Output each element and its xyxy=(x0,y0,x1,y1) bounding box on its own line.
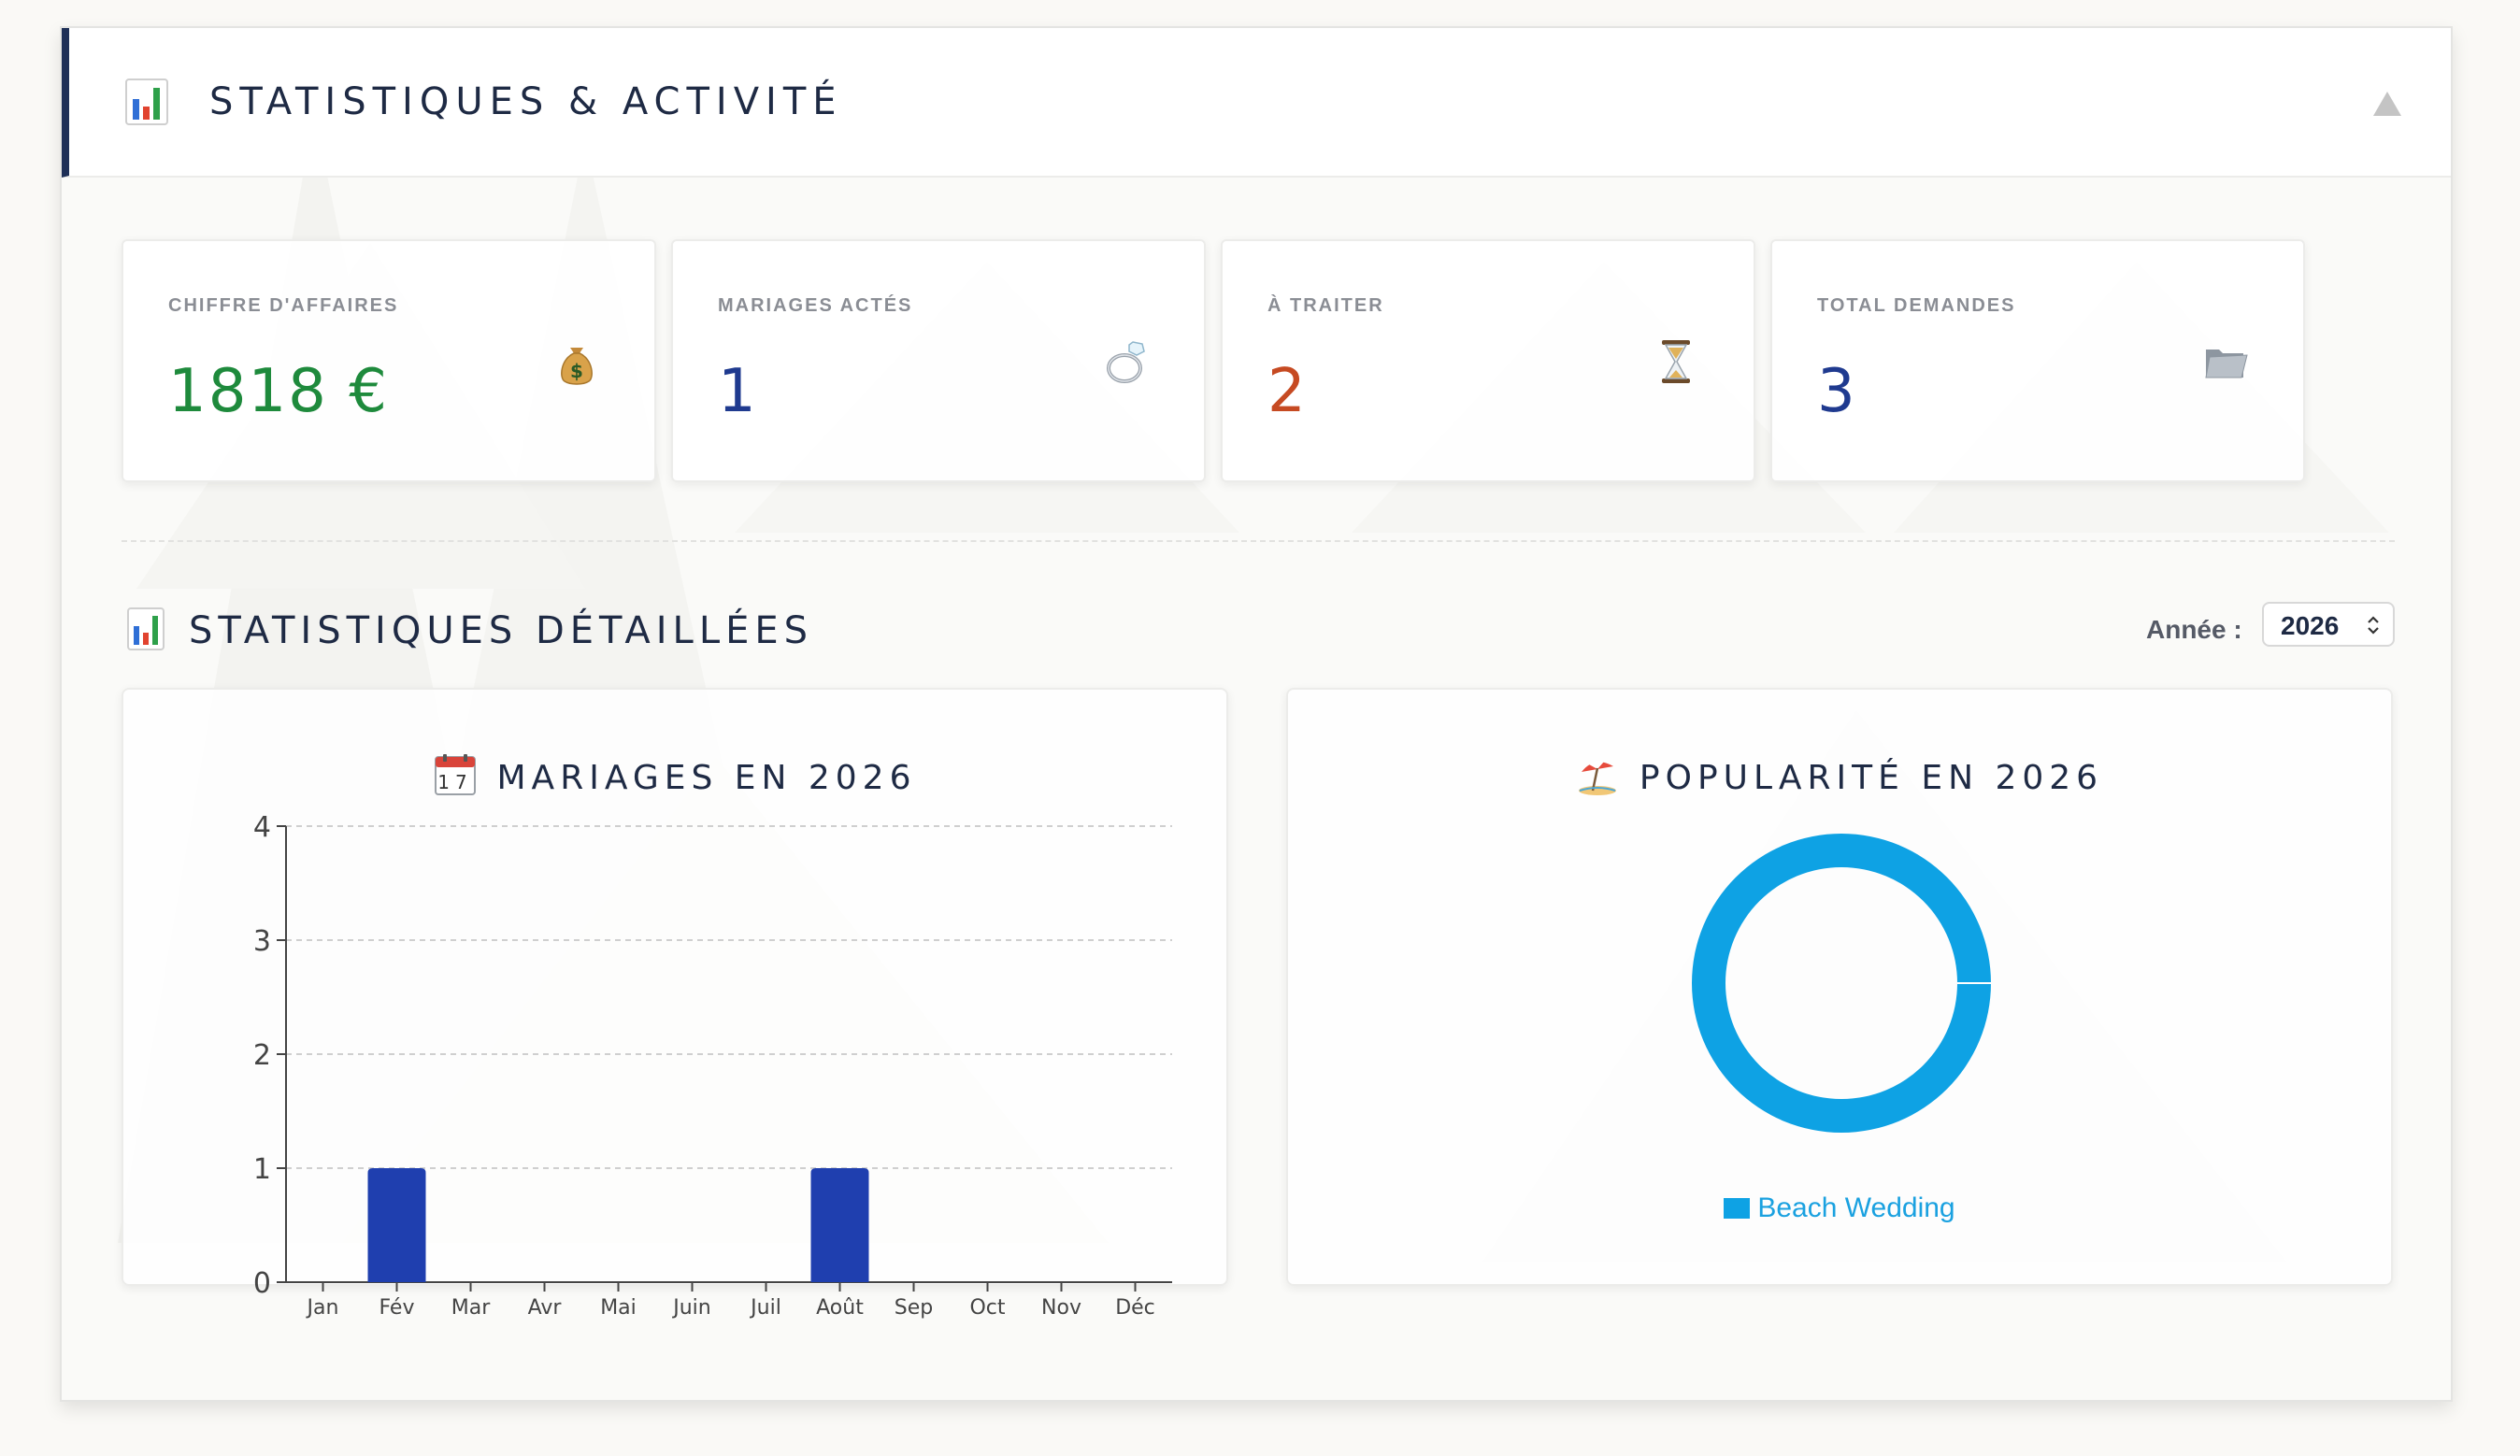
x-tick-label: Sep xyxy=(895,1296,933,1320)
y-tick-label: 3 xyxy=(253,925,271,958)
chevron-updown-icon xyxy=(2368,616,2379,635)
bar-chart-card: 17 MARIAGES EN 2026 0 1 2 3 4 Jan Fév Mar Avr Mai… xyxy=(122,688,1228,1320)
section-divider xyxy=(122,540,2395,542)
x-tick-label: Mai xyxy=(600,1296,637,1320)
panel-title: STATISTIQUES & ACTIVITÉ xyxy=(209,80,843,123)
kpi-label: TOTAL DEMANDES xyxy=(1817,295,2016,316)
hourglass-icon xyxy=(1662,340,1690,383)
x-tick-label: Août xyxy=(816,1296,864,1320)
donut-chart-card: POPULARITÉ EN 2026 Beach Wedding xyxy=(1286,688,2393,1286)
y-tick-label: 0 xyxy=(253,1267,271,1300)
x-tick-label: Déc xyxy=(1115,1296,1155,1320)
year-select[interactable]: 2026 xyxy=(2262,602,2395,647)
kpi-label: À TRAITER xyxy=(1267,295,1384,316)
svg-text:17: 17 xyxy=(437,771,472,793)
kpi-value: 1 xyxy=(718,357,758,426)
year-value: 2026 xyxy=(2281,611,2340,640)
bar-chart-title: 17 MARIAGES EN 2026 xyxy=(123,753,1226,797)
bar-chart-icon xyxy=(125,79,168,125)
x-tick-label: Mar xyxy=(451,1296,491,1320)
x-tick-label: Oct xyxy=(969,1296,1005,1320)
calendar-icon: 17 xyxy=(434,754,476,795)
donut-slice[interactable] xyxy=(1692,834,1991,1133)
x-tick-label: Avr xyxy=(528,1296,563,1320)
bar-chart-title-text: MARIAGES EN 2026 xyxy=(496,759,917,797)
beach-umbrella-icon xyxy=(1578,761,1616,795)
triangle-up-icon[interactable] xyxy=(2370,86,2404,120)
ring-icon xyxy=(1107,341,1145,383)
bar-Fév[interactable] xyxy=(367,1168,426,1282)
kpi-revenue: CHIFFRE D'AFFAIRES 1818 € $ xyxy=(122,239,656,482)
y-tick-label: 1 xyxy=(253,1153,271,1186)
x-tick-label: Nov xyxy=(1041,1296,1081,1320)
kpi-label: MARIAGES ACTÉS xyxy=(718,295,913,316)
x-tick-label: Jan xyxy=(306,1296,339,1320)
svg-text:$: $ xyxy=(570,360,583,382)
y-tick-label: 2 xyxy=(253,1039,271,1072)
donut-chart xyxy=(1692,834,1991,1133)
kpi-value: 1818 € xyxy=(168,357,389,426)
year-label: Année : xyxy=(2146,615,2242,644)
folder-icon xyxy=(2205,350,2248,378)
bar-chart: 0 1 2 3 4 Jan Fév Mar Avr Mai Juin Juil Août Sep Oct No… xyxy=(253,811,1172,1320)
x-tick-label: Fév xyxy=(379,1296,414,1320)
kpi-label: CHIFFRE D'AFFAIRES xyxy=(168,295,399,316)
x-tick-label: Juil xyxy=(749,1296,781,1320)
x-tick-label: Juin xyxy=(671,1296,711,1320)
kpi-weddings: MARIAGES ACTÉS 1 xyxy=(671,239,1206,482)
kpi-total-requests: TOTAL DEMANDES 3 xyxy=(1770,239,2305,482)
donut-chart-title: POPULARITÉ EN 2026 xyxy=(1288,753,2391,797)
section-title: STATISTIQUES DÉTAILLÉES xyxy=(189,609,814,652)
kpi-value: 3 xyxy=(1817,357,1857,426)
kpi-to-process: À TRAITER 2 xyxy=(1221,239,1755,482)
kpi-value: 2 xyxy=(1267,357,1308,426)
stats-panel: STATISTIQUES & ACTIVITÉ CHIFFRE D'AFFAIR… xyxy=(60,26,2453,1402)
legend-swatch xyxy=(1724,1198,1751,1219)
y-tick-label: 4 xyxy=(253,811,271,844)
bar-chart-icon xyxy=(127,607,165,650)
money-bag-icon: $ xyxy=(561,348,593,385)
donut-legend[interactable]: Beach Wedding xyxy=(1288,1192,2391,1224)
panel-header[interactable]: STATISTIQUES & ACTIVITÉ xyxy=(62,28,2451,178)
legend-label: Beach Wedding xyxy=(1757,1192,1955,1223)
donut-chart-title-text: POPULARITÉ EN 2026 xyxy=(1639,759,2104,797)
bar-Août[interactable] xyxy=(810,1168,869,1282)
